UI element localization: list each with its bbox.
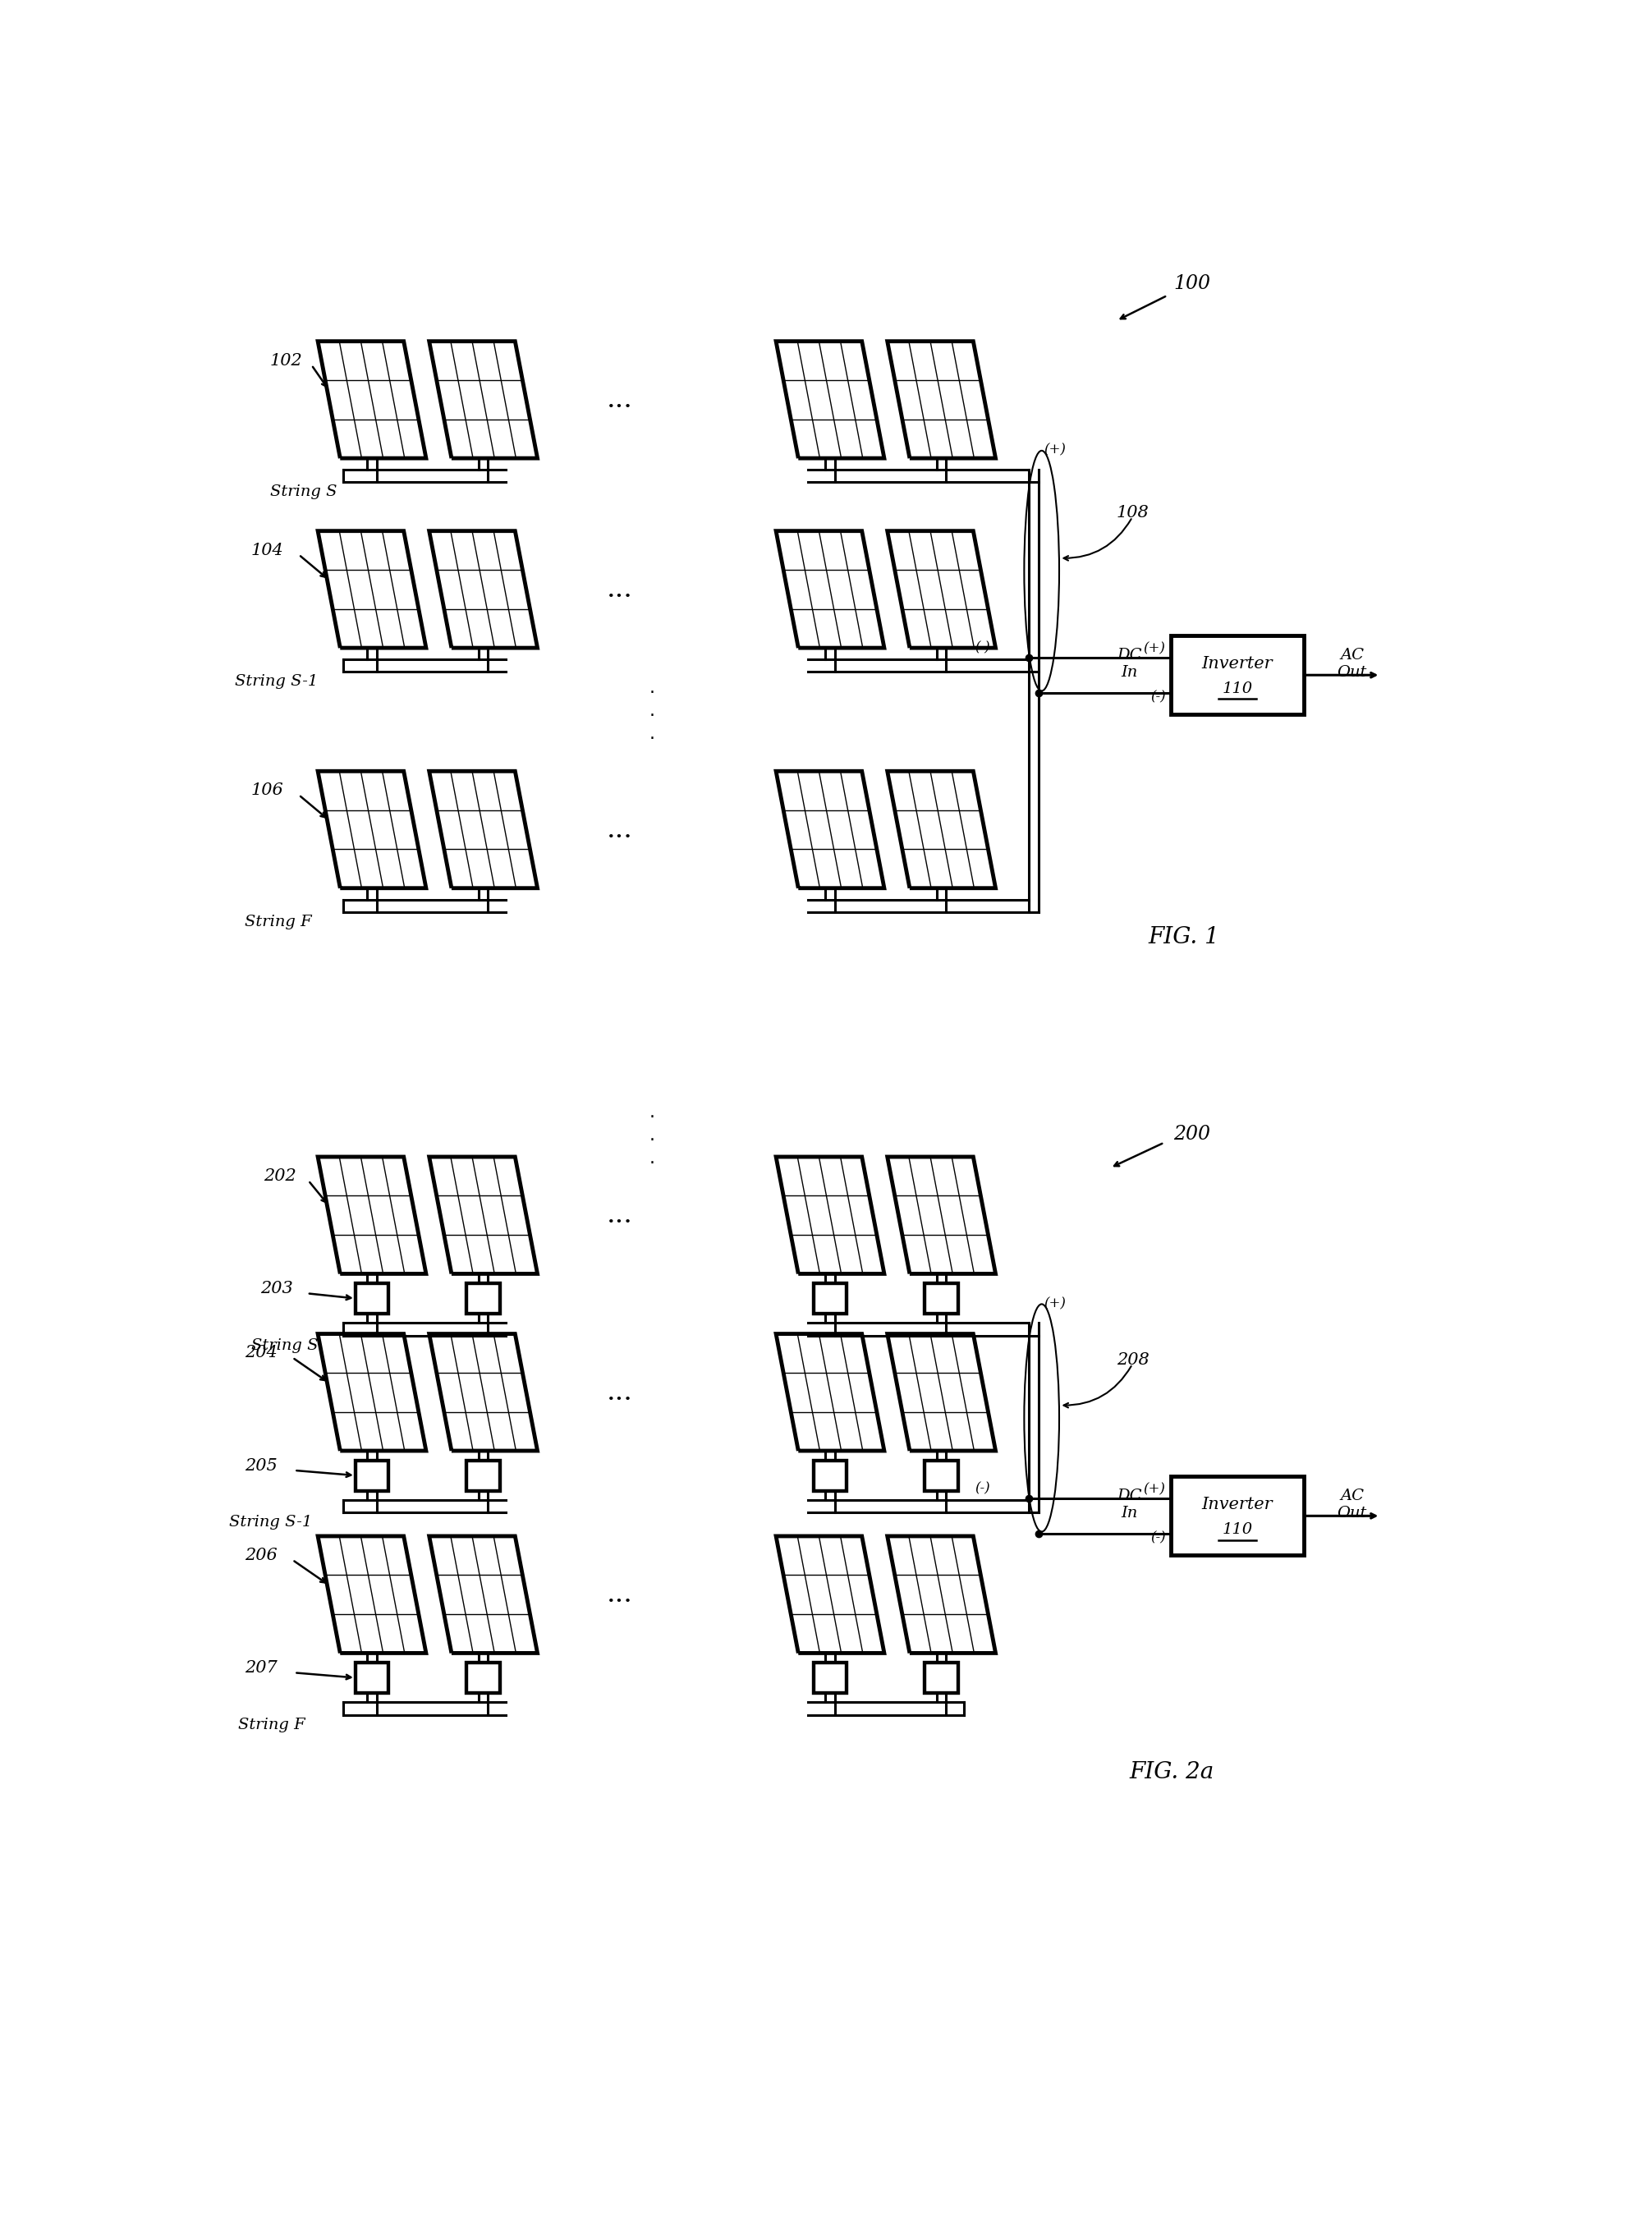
Text: (+): (+) <box>1143 1482 1165 1497</box>
Text: ·
·
·: · · · <box>649 1108 654 1170</box>
Text: 110: 110 <box>1222 1522 1252 1537</box>
Text: (-): (-) <box>1150 690 1165 703</box>
Text: 200: 200 <box>1173 1124 1211 1144</box>
Text: (-): (-) <box>975 1482 990 1495</box>
Polygon shape <box>925 1662 958 1693</box>
Text: ...: ... <box>606 576 633 603</box>
Text: 110: 110 <box>1222 681 1252 696</box>
Text: ...: ... <box>606 387 633 414</box>
Text: (-): (-) <box>1150 1531 1165 1544</box>
Text: AC
Out: AC Out <box>1336 647 1366 679</box>
Text: Inverter: Inverter <box>1201 1497 1274 1513</box>
Text: ...: ... <box>606 1380 633 1406</box>
Text: FIG. 1: FIG. 1 <box>1148 926 1219 948</box>
Polygon shape <box>355 1284 388 1313</box>
Polygon shape <box>468 1284 501 1313</box>
Text: 206: 206 <box>244 1549 278 1564</box>
Text: AC
Out: AC Out <box>1336 1489 1366 1520</box>
Text: 205: 205 <box>244 1457 278 1473</box>
Text: 207: 207 <box>244 1660 278 1675</box>
Text: 208: 208 <box>1117 1353 1150 1368</box>
Polygon shape <box>355 1662 388 1693</box>
Text: 102: 102 <box>271 354 302 369</box>
Polygon shape <box>1171 1477 1303 1555</box>
Polygon shape <box>813 1460 846 1491</box>
Text: String S-1: String S-1 <box>228 1515 312 1531</box>
Text: String S: String S <box>251 1337 317 1353</box>
Text: 104: 104 <box>251 543 284 558</box>
Polygon shape <box>925 1460 958 1491</box>
Text: String F: String F <box>238 1718 306 1733</box>
Text: DC
In: DC In <box>1117 647 1142 679</box>
Text: ...: ... <box>606 817 633 843</box>
Text: Inverter: Inverter <box>1201 656 1274 672</box>
Text: (+): (+) <box>1044 443 1066 456</box>
Polygon shape <box>1171 636 1303 714</box>
Text: (+): (+) <box>1044 1297 1066 1311</box>
Polygon shape <box>813 1284 846 1313</box>
Text: FIG. 2a: FIG. 2a <box>1130 1760 1214 1782</box>
Text: ...: ... <box>606 1202 633 1228</box>
Text: ...: ... <box>606 1582 633 1609</box>
Text: 202: 202 <box>264 1168 296 1184</box>
Polygon shape <box>468 1460 501 1491</box>
Text: DC
In: DC In <box>1117 1489 1142 1520</box>
Text: (+): (+) <box>1143 641 1165 656</box>
Text: 204: 204 <box>244 1346 278 1362</box>
Text: String S-1: String S-1 <box>235 674 319 690</box>
Polygon shape <box>925 1284 958 1313</box>
Text: (-): (-) <box>975 641 990 654</box>
Text: 203: 203 <box>261 1282 292 1297</box>
Polygon shape <box>468 1662 501 1693</box>
Text: ·
·
·: · · · <box>649 685 654 748</box>
Text: 106: 106 <box>251 783 284 799</box>
Text: String S: String S <box>271 485 337 498</box>
Polygon shape <box>813 1662 846 1693</box>
Text: 108: 108 <box>1117 505 1150 521</box>
Polygon shape <box>355 1460 388 1491</box>
Text: 100: 100 <box>1173 274 1211 294</box>
Text: String F: String F <box>244 914 312 930</box>
